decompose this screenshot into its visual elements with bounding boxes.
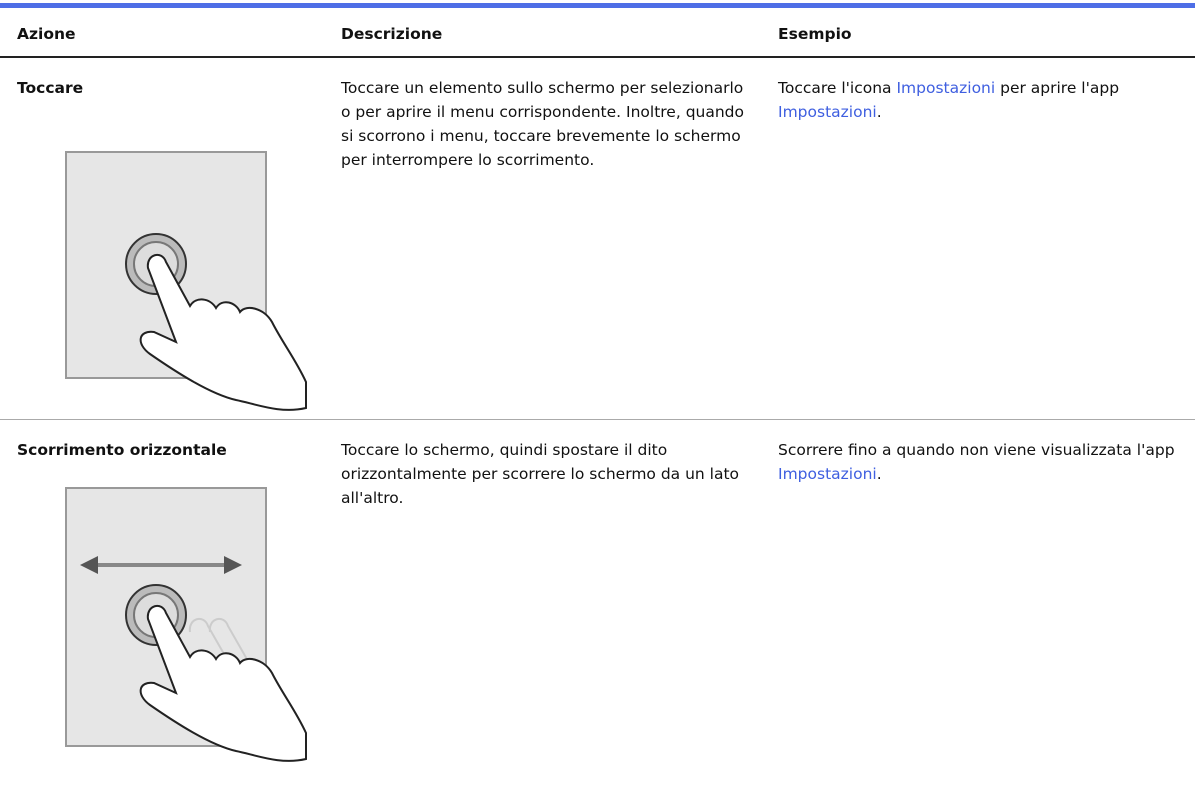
text-span: . — [876, 465, 882, 483]
header-cell: Azione — [17, 25, 76, 43]
description: Toccare un elemento sullo schermo per se… — [341, 79, 745, 169]
action: Scorrimento orizzontale — [17, 441, 227, 459]
table-row: Scorrimento orizzontale Toccare lo scher… — [0, 420, 1195, 786]
link[interactable]: Impostazioni — [896, 79, 996, 97]
top-bar — [0, 3, 1195, 8]
tap-illustration — [65, 151, 307, 411]
link[interactable]: Impostazioni — [778, 465, 877, 483]
swipe-illustration — [65, 487, 307, 762]
text-span: Scorrere fino a quando non viene visuali… — [778, 441, 1175, 459]
header-cell: Descrizione — [341, 25, 443, 43]
text-span: . — [876, 103, 882, 121]
link[interactable]: Impostazioni — [778, 103, 877, 121]
action: Toccare — [17, 79, 84, 97]
header-cell: Esempio — [778, 25, 852, 43]
header-row: Azione Descrizione Esempio — [0, 8, 1195, 58]
table-row: Toccare Toccare un elemento sullo scherm… — [0, 58, 1195, 420]
example: Toccare l'icona Impostazioni per aprire … — [778, 76, 1188, 124]
text-span: Toccare l'icona — [778, 79, 897, 97]
text-span: per aprire l'app — [995, 79, 1120, 97]
example: Scorrere fino a quando non viene visuali… — [778, 438, 1188, 486]
description: Toccare lo schermo, quindi spostare il d… — [341, 441, 740, 507]
